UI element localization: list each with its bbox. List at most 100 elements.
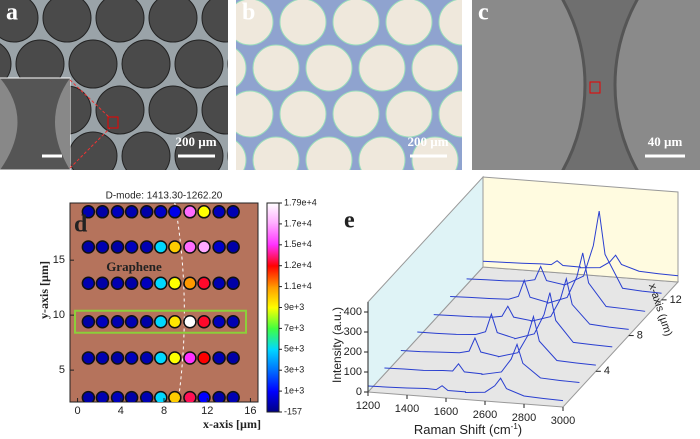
x-tick-label: 8 (161, 405, 167, 417)
x-tick-label: 16 (244, 405, 256, 417)
x-tick-label: 1600 (434, 406, 458, 418)
x-tick-label: 1400 (395, 403, 419, 415)
spectrum (433, 276, 629, 330)
y-tick-label: 200 (344, 346, 362, 358)
dot (110, 205, 125, 219)
x-tick-label: 3000 (551, 415, 575, 427)
dot (139, 314, 154, 329)
micrograph-b (236, 0, 462, 170)
dot (168, 390, 182, 402)
colorbar-label: 9e+3 (284, 302, 304, 312)
pore (174, 131, 224, 170)
pore (236, 90, 274, 138)
dot (212, 205, 226, 219)
y-axis-label: y-axis [µm] (37, 261, 51, 319)
colorbar-label: 1.2e+4 (284, 260, 312, 270)
colorbar-label: 1.79e+4 (284, 197, 317, 207)
dot (124, 390, 139, 402)
dot (197, 240, 211, 254)
dot (154, 390, 168, 402)
dot (168, 276, 182, 291)
x-tick-label: 12 (201, 405, 213, 417)
colorbar-band (267, 307, 279, 329)
spectrum (384, 342, 580, 384)
colorbar-label: 5e+3 (284, 344, 304, 354)
dot (110, 314, 125, 329)
dot (183, 314, 197, 329)
colorbar-label: 1.7e+4 (284, 218, 312, 228)
pore (305, 44, 353, 92)
colorbar-label: 1e+3 (284, 385, 304, 395)
dot (95, 276, 110, 291)
panel-label: e (344, 208, 355, 234)
inset-a (0, 77, 119, 171)
y-tick-label: 400 (344, 306, 362, 318)
pore (358, 44, 406, 92)
dot (197, 205, 211, 219)
pore (42, 0, 92, 43)
dot (110, 351, 125, 365)
annotation: Graphene (106, 259, 162, 274)
pore (148, 0, 198, 43)
dot (226, 240, 240, 254)
pore (0, 43, 12, 85)
spectrum (367, 377, 564, 402)
x-axis-label: Raman Shift (cm-1) (414, 422, 522, 438)
pore (332, 90, 380, 138)
back-wall (482, 176, 679, 283)
dot (81, 351, 96, 365)
dot (139, 390, 154, 402)
colorbar-band (267, 244, 279, 267)
pore (438, 90, 462, 138)
dot (81, 240, 96, 254)
dot (124, 351, 139, 365)
panel-label: a (6, 0, 18, 26)
colorbar-band (267, 370, 279, 392)
pore (201, 85, 228, 135)
spectrum (482, 254, 679, 277)
dot (154, 314, 168, 329)
dot (212, 276, 226, 291)
dot (168, 314, 182, 329)
z-tick-label: 4 (604, 365, 610, 377)
y-tick-label: 100 (344, 366, 362, 378)
colorbar-label: 7e+3 (284, 323, 304, 333)
chart-title: D-mode: 1413.30-1262.20 (106, 191, 223, 202)
dot (212, 390, 226, 402)
dot (154, 205, 168, 219)
scale-bar-label: 200 µm (407, 134, 448, 149)
dot (226, 351, 240, 365)
pore (411, 44, 459, 92)
pore (438, 0, 462, 46)
dot (154, 240, 168, 254)
dot (124, 240, 139, 254)
pore (385, 0, 433, 46)
dot (197, 351, 211, 365)
dot (81, 314, 96, 329)
dot (226, 314, 240, 329)
x-axis-label: x-axis [µm] (203, 417, 261, 431)
colorbar-band (267, 203, 279, 225)
pore (201, 0, 228, 43)
pore (305, 136, 353, 170)
pore (236, 140, 247, 170)
panel-label: b (242, 0, 255, 26)
dot (81, 276, 96, 291)
x-axis-label-part: Raman Shift (cm (414, 422, 511, 437)
dot (81, 205, 96, 219)
dot (197, 276, 211, 291)
dot (154, 276, 168, 291)
pore (148, 85, 198, 135)
colorbar-band (267, 286, 279, 308)
spectrum (400, 314, 596, 366)
dot (212, 240, 226, 254)
dot (124, 276, 139, 291)
dot (95, 351, 110, 365)
pore (385, 90, 433, 138)
dot (81, 390, 96, 402)
pore (95, 85, 145, 135)
dot (95, 390, 110, 402)
dot (226, 205, 240, 219)
y-tick-label: 0 (356, 386, 362, 398)
dot (197, 314, 211, 329)
